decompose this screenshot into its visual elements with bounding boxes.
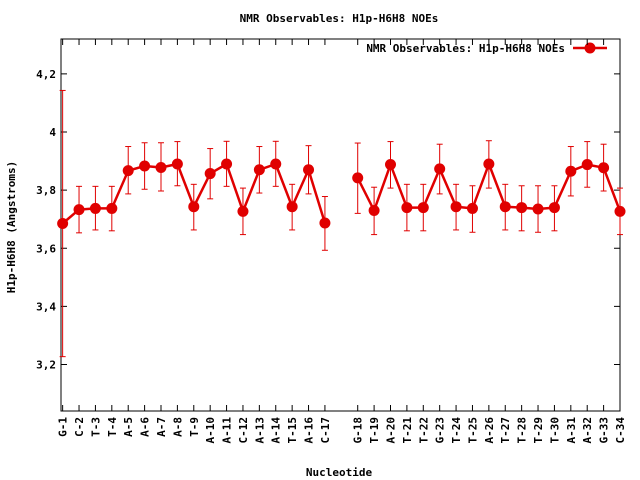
data-point — [171, 158, 183, 170]
x-tick-label: A-7 — [155, 417, 168, 437]
data-point — [204, 168, 216, 180]
x-tick-label: T-25 — [466, 417, 479, 444]
x-tick-label: T-28 — [516, 417, 529, 444]
x-tick-label: A-6 — [139, 417, 152, 437]
legend-label: NMR Observables: H1p-H6H8 NOEs — [366, 42, 565, 55]
x-tick-label: A-16 — [303, 417, 316, 444]
x-tick-label: A-13 — [253, 417, 266, 444]
x-tick-label: T-30 — [548, 417, 561, 444]
x-tick-label: A-8 — [171, 417, 184, 437]
x-tick-label: T-9 — [188, 417, 201, 437]
x-tick-label: A-31 — [565, 417, 578, 444]
data-point — [565, 165, 577, 177]
data-point — [352, 172, 364, 184]
x-tick-label: T-29 — [532, 417, 545, 444]
x-tick-label: T-22 — [417, 417, 430, 444]
x-tick-label: T-27 — [499, 417, 512, 444]
data-point — [466, 202, 478, 214]
data-point — [417, 202, 429, 214]
x-tick-label: T-4 — [106, 417, 119, 437]
x-tick-label: A-10 — [204, 417, 217, 444]
chart-title: NMR Observables: H1p-H6H8 NOEs — [240, 12, 439, 25]
data-point — [401, 202, 413, 214]
y-tick-label: 3,4 — [36, 300, 56, 313]
data-point — [286, 201, 298, 213]
data-point — [253, 164, 265, 176]
x-tick-label: A-11 — [221, 417, 234, 444]
x-tick-label: T-15 — [286, 417, 299, 444]
x-tick-label: C-17 — [319, 417, 332, 444]
series-lines — [61, 162, 622, 225]
data-point — [237, 205, 249, 217]
y-tick-label: 3,6 — [36, 242, 56, 255]
legend-marker — [584, 42, 596, 54]
error-bars — [59, 89, 623, 358]
x-tick-label: T-19 — [368, 417, 381, 444]
legend: NMR Observables: H1p-H6H8 NOEs — [366, 42, 607, 55]
data-point — [581, 159, 593, 171]
data-point — [57, 218, 69, 230]
y-tick-label: 4 — [49, 126, 56, 139]
y-axis-label: H1p-H6H8 (Angstroms) — [5, 161, 18, 293]
x-tick-label: A-14 — [270, 417, 283, 444]
x-tick-label: C-2 — [73, 417, 86, 437]
data-point — [548, 202, 560, 214]
data-point — [598, 162, 610, 174]
data-point — [270, 158, 282, 170]
data-point — [303, 164, 315, 176]
y-tick-label: 3,8 — [36, 184, 56, 197]
x-tick-label: C-12 — [237, 417, 250, 444]
data-point — [106, 202, 118, 214]
data-point — [89, 202, 101, 214]
data-point — [450, 201, 462, 213]
data-point — [434, 163, 446, 175]
data-point — [188, 201, 200, 213]
data-point — [614, 205, 626, 217]
x-tick-label: T-21 — [401, 417, 414, 444]
x-axis: G-1 C-2 T-3 T-4 A-5 A-6 A-7 A-8 T-9 A-10 A-11 C-12 A… — [57, 39, 627, 444]
data-point — [368, 204, 380, 216]
data-point — [221, 158, 233, 170]
y-tick-label: 4,2 — [36, 68, 56, 81]
data-point — [532, 203, 544, 215]
data-point — [155, 161, 167, 173]
x-tick-label: G-1 — [57, 417, 70, 437]
x-tick-label: A-26 — [483, 417, 496, 444]
data-point — [73, 204, 85, 216]
data-points — [57, 158, 626, 230]
x-tick-label: G-18 — [352, 417, 365, 444]
data-point — [516, 202, 528, 214]
data-point — [499, 201, 511, 213]
x-axis-label: Nucleotide — [306, 466, 373, 479]
x-tick-label: A-5 — [122, 417, 135, 437]
y-axis: 3,2 3,4 3,6 3,8 4 4,2 — [36, 68, 620, 372]
data-point — [483, 158, 495, 170]
data-point — [122, 165, 134, 177]
y-tick-label: 3,2 — [36, 359, 56, 372]
x-tick-label: G-23 — [434, 417, 447, 444]
x-tick-label: T-3 — [89, 417, 102, 437]
data-point — [319, 217, 331, 229]
plot-frame — [60, 38, 621, 412]
x-tick-label: A-32 — [581, 417, 594, 444]
x-tick-label: T-24 — [450, 417, 463, 444]
x-tick-label: C-34 — [614, 417, 627, 444]
x-tick-label: G-33 — [598, 417, 611, 444]
x-tick-label: A-20 — [384, 417, 397, 444]
data-point — [384, 159, 396, 171]
data-point — [139, 160, 151, 172]
